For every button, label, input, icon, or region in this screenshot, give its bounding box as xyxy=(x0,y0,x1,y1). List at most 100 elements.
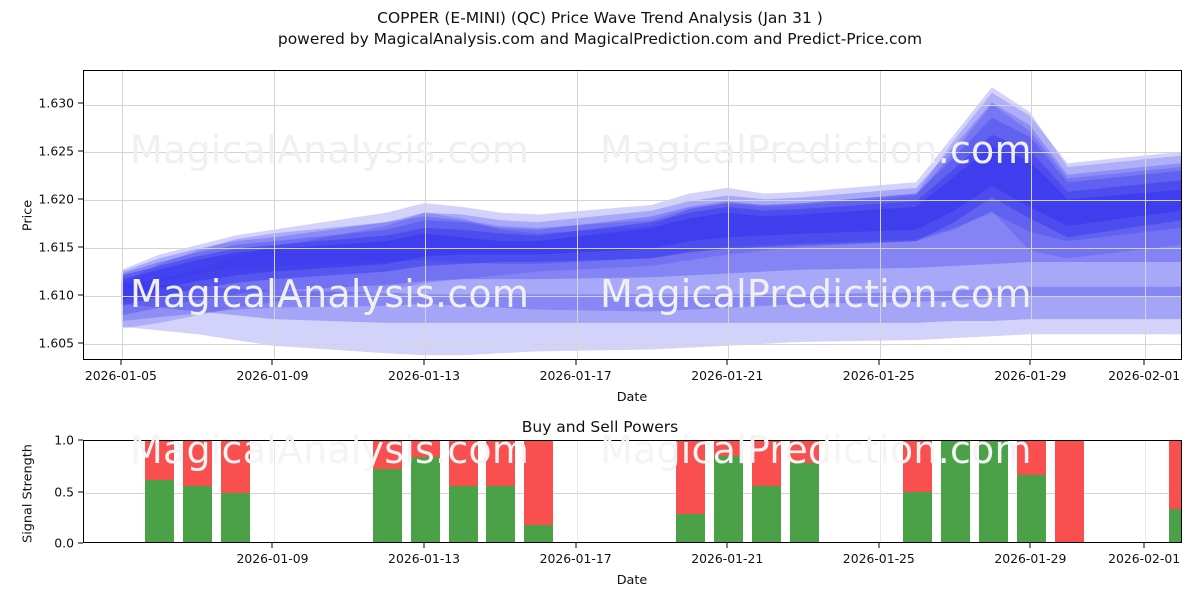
date-axis-label-top: Date xyxy=(616,390,648,405)
price-y-tick-mark xyxy=(78,342,83,344)
signal-y-tick-mark xyxy=(78,542,83,544)
price-gridline-h xyxy=(84,200,1181,202)
signal-gridline-v xyxy=(273,441,275,542)
sell-power-segment xyxy=(524,441,554,525)
signal-x-tick-label: 2026-01-21 xyxy=(691,551,764,566)
buy-power-segment xyxy=(789,463,819,542)
price-y-tick-label: 1.625 xyxy=(38,143,74,159)
price-x-tick-label: 2026-01-17 xyxy=(539,368,612,383)
price-x-tick-mark xyxy=(575,360,577,365)
buy-power-segment xyxy=(1016,475,1046,542)
signal-x-tick-label: 2026-01-29 xyxy=(994,551,1067,566)
signal-bar xyxy=(486,441,516,542)
price-gridline-h xyxy=(84,152,1181,154)
signal-y-tick-label: 0.5 xyxy=(54,484,74,499)
price-x-tick-mark xyxy=(1143,360,1145,365)
buy-power-segment xyxy=(448,486,478,542)
buy-power-segment xyxy=(1168,508,1181,542)
wave-band xyxy=(121,146,1181,301)
wave-band xyxy=(121,102,1181,321)
signal-x-tick-mark xyxy=(726,543,728,548)
signal-y-tick-mark xyxy=(78,439,83,441)
price-gridline-v xyxy=(273,71,275,359)
signal-bar xyxy=(1168,441,1181,542)
signal-x-tick-mark xyxy=(878,543,880,548)
signal-x-tick-mark xyxy=(1143,543,1145,548)
price-gridline-v xyxy=(1145,71,1147,359)
sell-power-segment xyxy=(713,441,743,457)
sell-power-segment xyxy=(1168,441,1181,509)
signal-bar xyxy=(372,441,402,542)
signal-bar xyxy=(675,441,705,542)
sell-power-segment xyxy=(372,441,402,470)
sell-power-segment xyxy=(145,441,175,481)
buy-sell-plot xyxy=(83,440,1182,543)
signal-bar xyxy=(1054,441,1084,542)
price-gridline-h xyxy=(84,343,1181,345)
signal-bar xyxy=(448,441,478,542)
buy-power-segment xyxy=(941,441,971,542)
buy-power-segment xyxy=(145,480,175,542)
buy-sell-title: Buy and Sell Powers xyxy=(521,418,679,436)
signal-x-tick-mark xyxy=(271,543,273,548)
price-gridline-v xyxy=(425,71,427,359)
signal-x-tick-label: 2026-01-09 xyxy=(236,551,309,566)
price-y-tick-mark xyxy=(78,150,83,152)
price-x-tick-label: 2026-01-05 xyxy=(84,368,157,383)
signal-bar xyxy=(789,441,819,542)
signal-bar xyxy=(221,441,251,542)
wave-band xyxy=(121,104,1181,291)
signal-x-tick-label: 2026-01-17 xyxy=(539,551,612,566)
price-y-tick-label: 1.630 xyxy=(38,95,74,111)
signal-bar xyxy=(903,441,933,542)
signal-bar xyxy=(1016,441,1046,542)
sell-power-segment xyxy=(675,441,705,514)
price-x-tick-label: 2026-01-21 xyxy=(691,368,764,383)
sell-power-segment xyxy=(751,441,781,487)
price-gridline-h xyxy=(84,295,1181,297)
price-gridline-v xyxy=(576,71,578,359)
price-gridline-v xyxy=(879,71,881,359)
signal-gridline-v xyxy=(576,441,578,542)
wave-band xyxy=(121,117,1181,316)
price-gridline-h xyxy=(84,248,1181,250)
price-x-tick-mark xyxy=(726,360,728,365)
signal-x-tick-mark xyxy=(575,543,577,548)
sell-power-segment xyxy=(486,441,516,487)
sell-power-segment xyxy=(221,441,251,493)
price-x-tick-mark xyxy=(1029,360,1031,365)
signal-x-tick-mark xyxy=(1029,543,1031,548)
price-x-tick-mark xyxy=(878,360,880,365)
buy-power-segment xyxy=(486,486,516,542)
buy-power-segment xyxy=(751,486,781,542)
price-x-tick-mark xyxy=(423,360,425,365)
price-y-tick-label: 1.620 xyxy=(38,191,74,207)
signal-bar xyxy=(941,441,971,542)
date-axis-label-bottom: Date xyxy=(616,573,648,588)
signal-x-tick-label: 2026-02-01 xyxy=(1108,551,1181,566)
sell-power-segment xyxy=(1016,441,1046,476)
page-title: COPPER (E-MINI) (QC) Price Wave Trend An… xyxy=(0,8,1200,50)
wave-bands xyxy=(121,87,1181,356)
price-y-tick-label: 1.605 xyxy=(38,335,74,351)
signal-bar xyxy=(713,441,743,542)
sell-power-segment xyxy=(789,441,819,464)
price-y-tick-label: 1.610 xyxy=(38,287,74,303)
buy-power-segment xyxy=(221,492,251,542)
price-x-tick-label: 2026-01-25 xyxy=(842,368,915,383)
wave-band xyxy=(121,87,1181,356)
sell-power-segment xyxy=(1054,441,1084,542)
buy-power-segment xyxy=(713,456,743,542)
signal-gridline-v xyxy=(879,441,881,542)
price-gridline-v xyxy=(1031,71,1033,359)
price-y-tick-mark xyxy=(78,102,83,104)
price-y-tick-mark xyxy=(78,198,83,200)
signal-y-tick-mark xyxy=(78,491,83,492)
price-x-tick-label: 2026-01-29 xyxy=(994,368,1067,383)
signal-gridline-h xyxy=(84,492,1181,494)
signal-bar xyxy=(524,441,554,542)
signal-x-tick-label: 2026-01-25 xyxy=(842,551,915,566)
buy-power-segment xyxy=(903,491,933,542)
buy-power-segment xyxy=(183,486,213,542)
price-wave-plot xyxy=(83,70,1182,360)
